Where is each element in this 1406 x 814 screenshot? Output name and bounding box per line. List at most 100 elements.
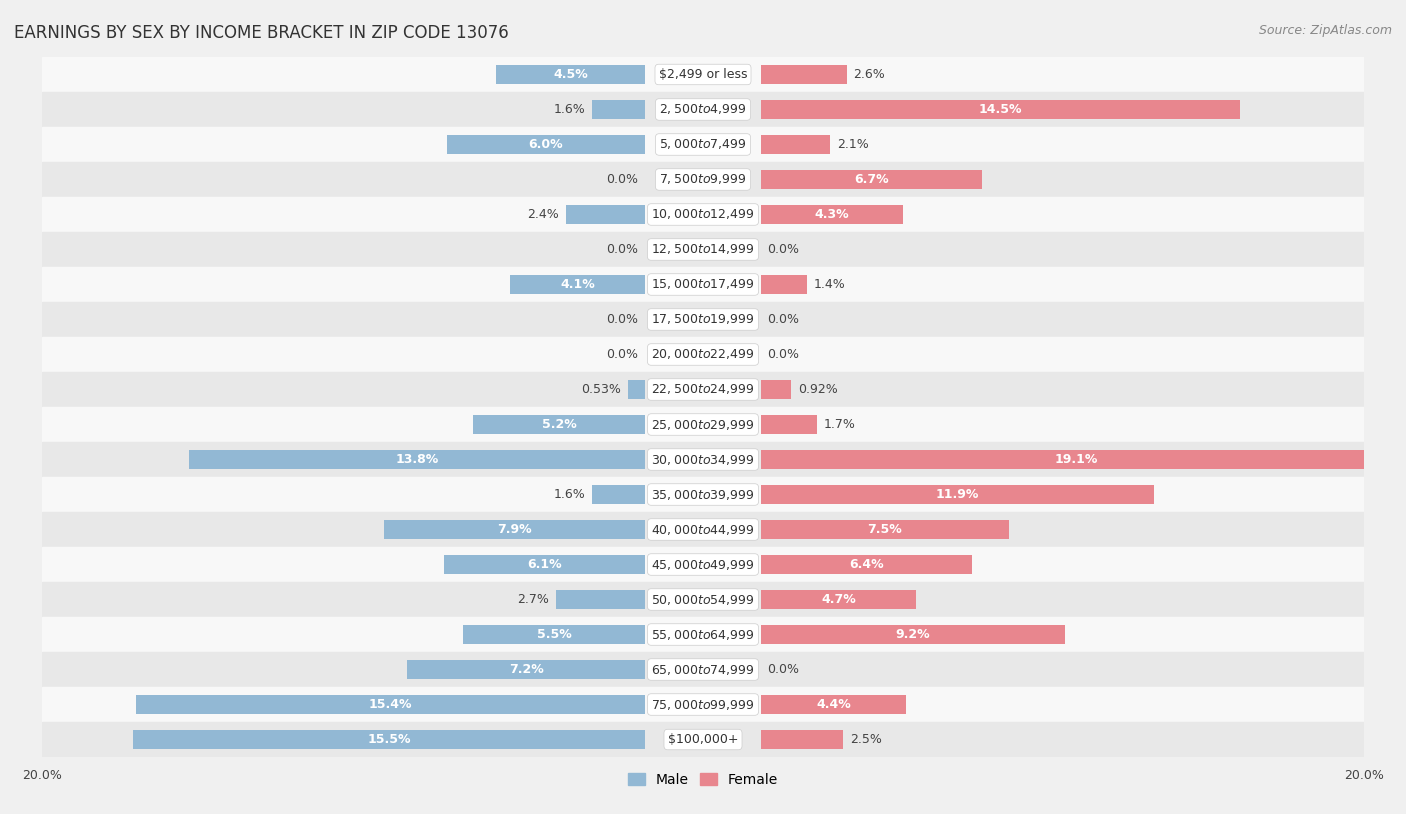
Bar [134,730,645,749]
Text: 19.1%: 19.1% [1054,453,1098,466]
Text: 0.53%: 0.53% [581,383,621,396]
Bar [42,232,1364,267]
Bar [408,660,645,679]
Bar [761,205,903,224]
Bar [761,590,917,609]
Bar [42,512,1364,547]
Bar [444,555,645,574]
Bar [42,477,1364,512]
Text: $2,499 or less: $2,499 or less [659,68,747,81]
Bar [761,520,1008,539]
Bar [42,197,1364,232]
Bar [42,267,1364,302]
Text: 20.0%: 20.0% [1344,769,1384,782]
Bar [565,205,645,224]
Text: 2.5%: 2.5% [851,733,882,746]
Text: $40,000 to $44,999: $40,000 to $44,999 [651,523,755,536]
Text: $2,500 to $4,999: $2,500 to $4,999 [659,103,747,116]
Text: 4.1%: 4.1% [560,278,595,291]
Legend: Male, Female: Male, Female [623,767,783,792]
Bar [42,617,1364,652]
Text: 13.8%: 13.8% [395,453,439,466]
Bar [627,380,645,399]
Bar [42,57,1364,92]
Bar [761,170,983,189]
Bar [42,722,1364,757]
Text: 4.3%: 4.3% [814,208,849,221]
Text: 1.6%: 1.6% [554,103,586,116]
Text: 0.92%: 0.92% [797,383,838,396]
Text: 14.5%: 14.5% [979,103,1022,116]
Bar [592,100,645,119]
Text: EARNINGS BY SEX BY INCOME BRACKET IN ZIP CODE 13076: EARNINGS BY SEX BY INCOME BRACKET IN ZIP… [14,24,509,42]
Text: $55,000 to $64,999: $55,000 to $64,999 [651,628,755,641]
Text: 11.9%: 11.9% [936,488,979,501]
Bar [136,695,645,714]
Text: $30,000 to $34,999: $30,000 to $34,999 [651,453,755,466]
Bar [761,450,1392,469]
Text: 2.1%: 2.1% [837,138,869,151]
Text: $5,000 to $7,499: $5,000 to $7,499 [659,138,747,151]
Text: 1.4%: 1.4% [814,278,845,291]
Text: 15.5%: 15.5% [367,733,411,746]
Text: $17,500 to $19,999: $17,500 to $19,999 [651,313,755,326]
Text: Source: ZipAtlas.com: Source: ZipAtlas.com [1258,24,1392,37]
Text: 0.0%: 0.0% [768,348,800,361]
Bar [42,372,1364,407]
Text: 5.5%: 5.5% [537,628,572,641]
Text: 0.0%: 0.0% [606,313,638,326]
Bar [42,652,1364,687]
Text: 1.7%: 1.7% [824,418,855,431]
Text: 9.2%: 9.2% [896,628,931,641]
Text: $45,000 to $49,999: $45,000 to $49,999 [651,558,755,571]
Bar [42,582,1364,617]
Bar [190,450,645,469]
Text: $100,000+: $100,000+ [668,733,738,746]
Text: 4.5%: 4.5% [554,68,588,81]
Text: 6.7%: 6.7% [855,173,889,186]
Text: 0.0%: 0.0% [768,663,800,676]
Text: 5.2%: 5.2% [541,418,576,431]
Bar [496,65,645,84]
Text: 7.9%: 7.9% [498,523,531,536]
Text: $22,500 to $24,999: $22,500 to $24,999 [651,383,755,396]
Text: 0.0%: 0.0% [606,348,638,361]
Bar [474,415,645,434]
Text: $65,000 to $74,999: $65,000 to $74,999 [651,663,755,676]
Text: 0.0%: 0.0% [606,243,638,256]
Bar [384,520,645,539]
Text: 15.4%: 15.4% [368,698,412,711]
Text: 4.4%: 4.4% [815,698,851,711]
Bar [510,275,645,294]
Text: 0.0%: 0.0% [768,243,800,256]
Bar [42,547,1364,582]
Text: $50,000 to $54,999: $50,000 to $54,999 [651,593,755,606]
Text: $12,500 to $14,999: $12,500 to $14,999 [651,243,755,256]
Bar [42,687,1364,722]
Bar [42,162,1364,197]
Text: 2.7%: 2.7% [517,593,550,606]
Text: 7.5%: 7.5% [868,523,903,536]
Bar [761,65,846,84]
Text: $15,000 to $17,499: $15,000 to $17,499 [651,278,755,291]
Text: 6.0%: 6.0% [529,138,564,151]
Text: $7,500 to $9,999: $7,500 to $9,999 [659,173,747,186]
Bar [42,407,1364,442]
Bar [42,302,1364,337]
Bar [42,92,1364,127]
Bar [555,590,645,609]
Text: 2.6%: 2.6% [853,68,886,81]
Text: $10,000 to $12,499: $10,000 to $12,499 [651,208,755,221]
Text: 2.4%: 2.4% [527,208,560,221]
Bar [761,485,1154,504]
Text: 1.6%: 1.6% [554,488,586,501]
Text: 0.0%: 0.0% [606,173,638,186]
Text: 6.4%: 6.4% [849,558,884,571]
Text: 20.0%: 20.0% [22,769,62,782]
Bar [761,555,973,574]
Bar [42,337,1364,372]
Bar [761,135,830,154]
Bar [761,100,1240,119]
Text: $75,000 to $99,999: $75,000 to $99,999 [651,698,755,711]
Text: $25,000 to $29,999: $25,000 to $29,999 [651,418,755,431]
